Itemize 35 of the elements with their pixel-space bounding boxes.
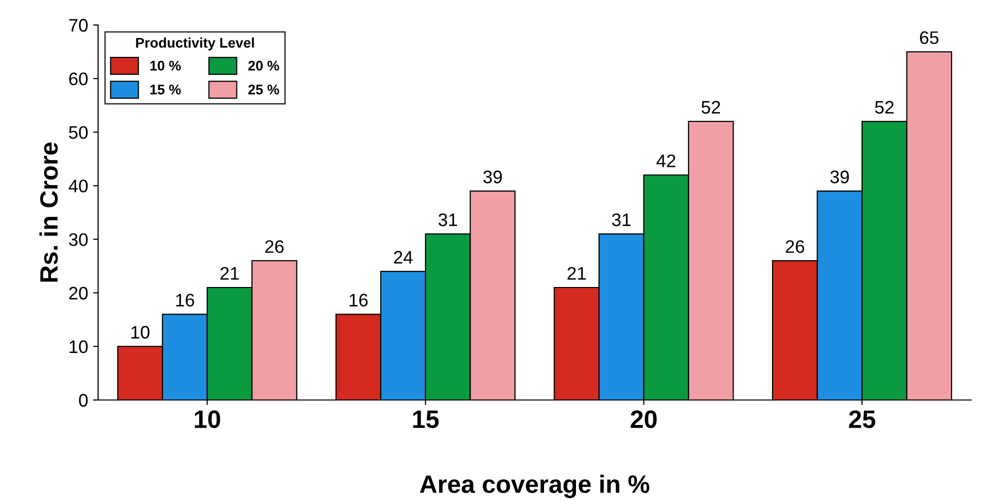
data-label: 16 bbox=[350, 294, 368, 307]
data-label: 31 bbox=[612, 213, 631, 226]
data-label: 52 bbox=[702, 100, 720, 114]
data-label: 24 bbox=[394, 250, 413, 264]
data-label: 21 bbox=[220, 266, 239, 280]
data-label: 26 bbox=[265, 240, 284, 253]
legend-label: 15 % bbox=[150, 84, 181, 94]
data-label: 52 bbox=[875, 100, 894, 114]
data-label: 65 bbox=[920, 31, 938, 44]
legend-label: 25 % bbox=[248, 84, 280, 94]
x-tick-label: 15 bbox=[413, 410, 439, 428]
data-label: 26 bbox=[786, 240, 804, 253]
y-tick-label: 50 bbox=[69, 126, 88, 139]
y-tick-label: 0 bbox=[79, 394, 88, 407]
y-tick-label: 30 bbox=[68, 233, 88, 246]
data-label: 21 bbox=[568, 266, 586, 280]
data-label: 10 bbox=[131, 326, 150, 339]
x-tick-label: 25 bbox=[849, 410, 876, 428]
y-tick-label: 20 bbox=[69, 286, 88, 300]
data-label: 31 bbox=[438, 213, 458, 226]
y-tick-label: 60 bbox=[69, 72, 88, 86]
x-axis-title: Area coverage in % bbox=[420, 474, 650, 498]
legend-label: 20 % bbox=[248, 60, 280, 71]
y-tick-label: 70 bbox=[69, 18, 88, 32]
data-label: 42 bbox=[656, 154, 676, 168]
legend-label: 10 % bbox=[150, 60, 181, 71]
x-tick-label: 20 bbox=[630, 410, 657, 428]
y-axis-title: Rs. in Crore bbox=[39, 142, 58, 282]
data-label: 39 bbox=[830, 170, 849, 184]
y-tick-label: 10 bbox=[70, 340, 88, 354]
x-tick-label: 10 bbox=[194, 410, 220, 428]
legend-title: Productivity Level bbox=[136, 38, 254, 50]
y-tick-label: 40 bbox=[68, 180, 88, 192]
data-label: 16 bbox=[176, 294, 194, 307]
data-label: 39 bbox=[483, 170, 502, 184]
